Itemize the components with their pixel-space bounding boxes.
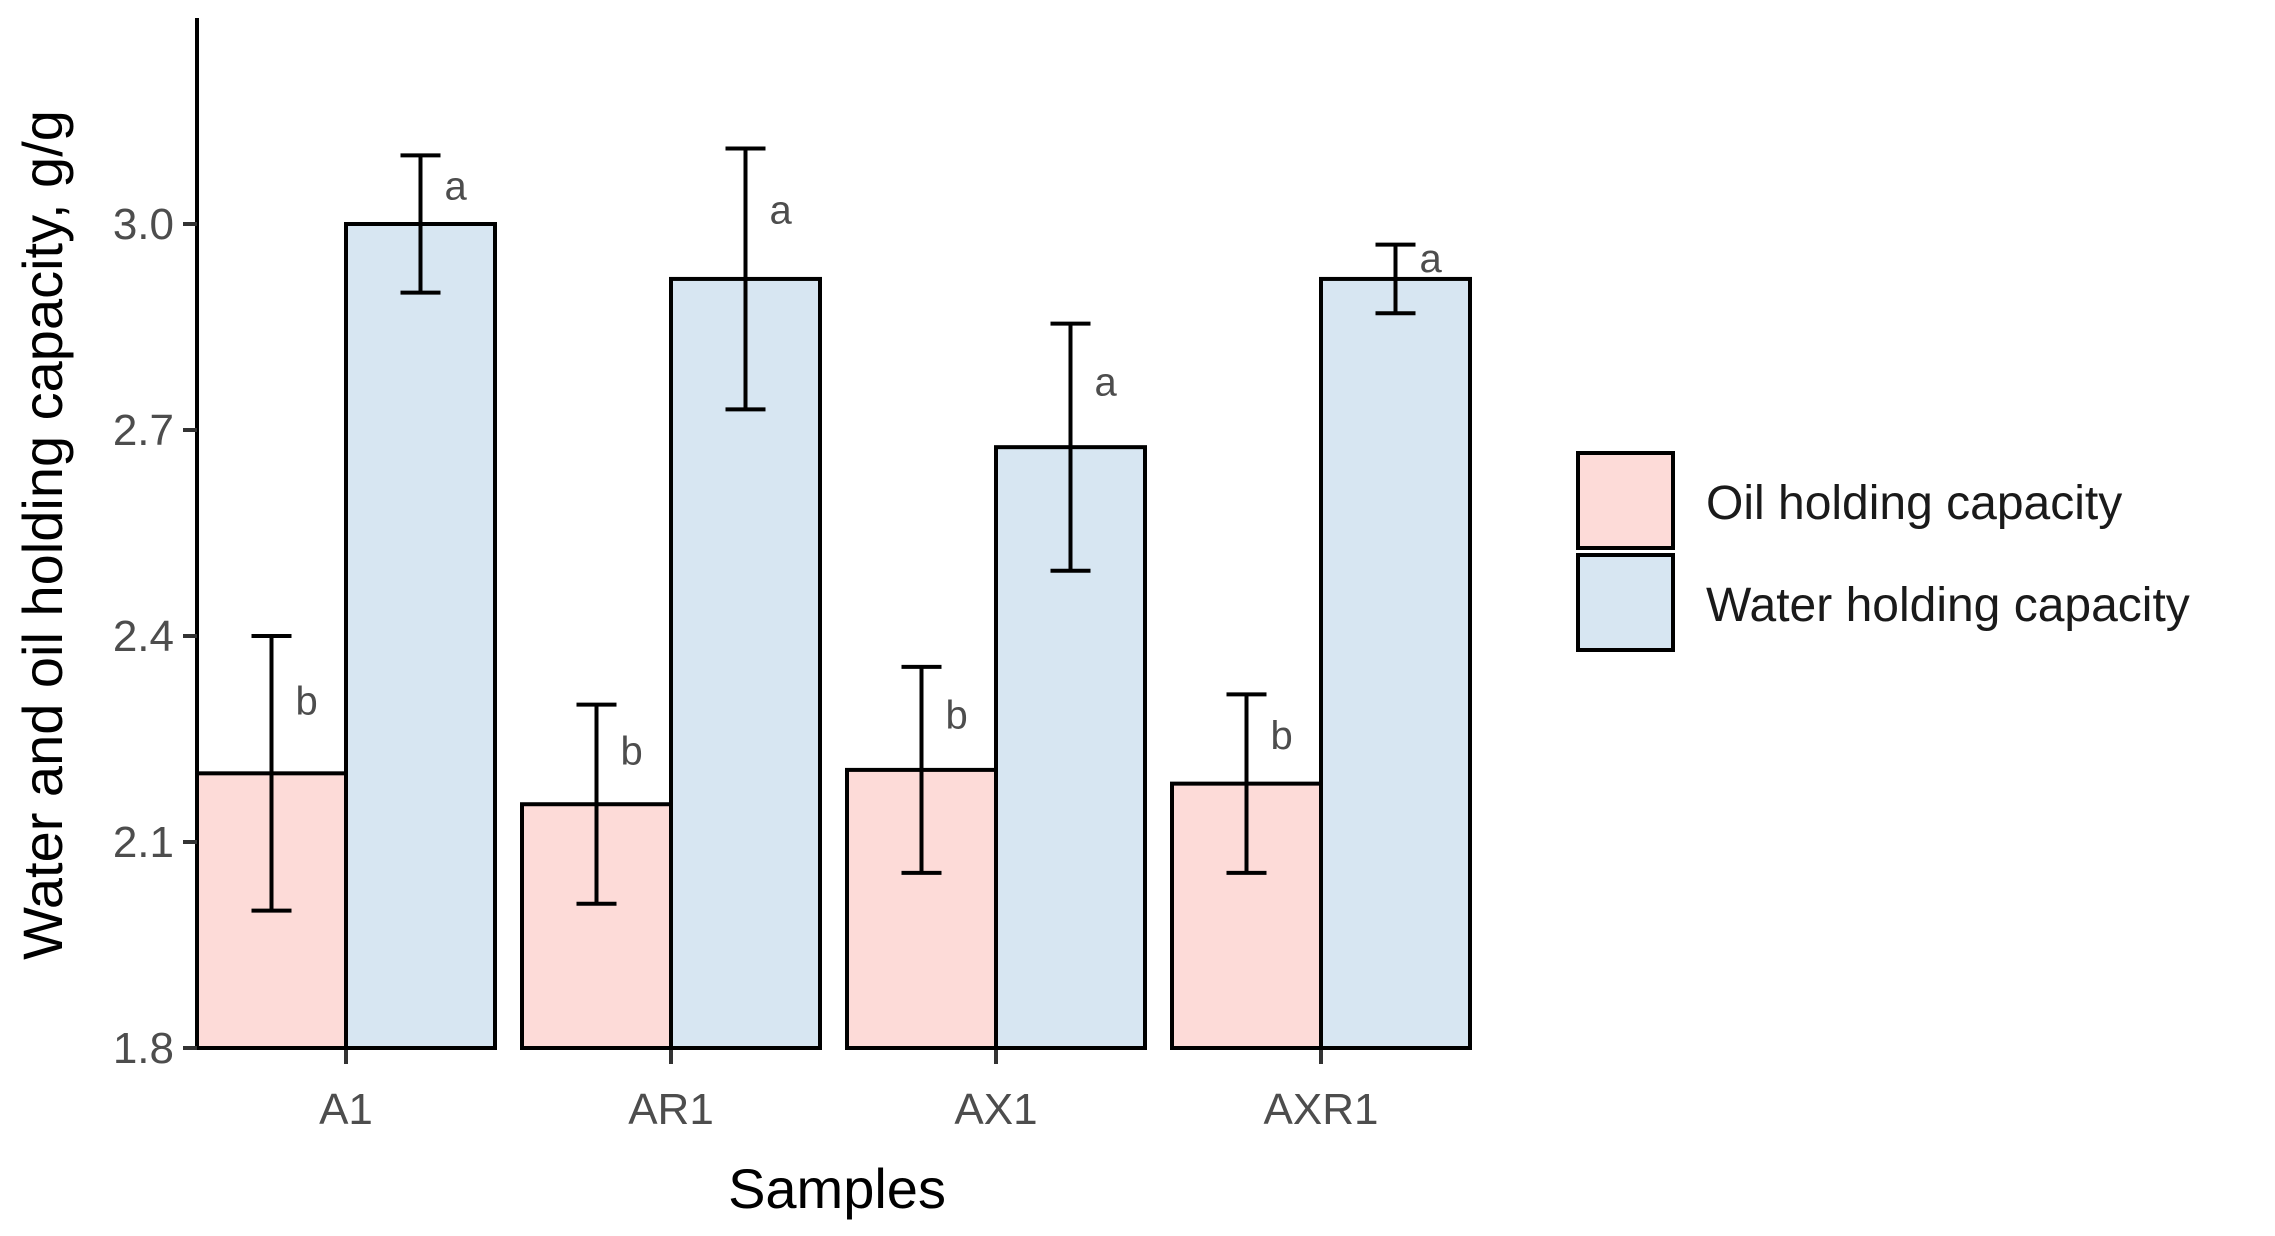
x-tick-label-ax1: AX1 xyxy=(954,1085,1037,1134)
y-ticks-layer: 1.8 2.1 2.4 2.7 3.0 xyxy=(113,200,197,1073)
x-tick-label-ar1: AR1 xyxy=(628,1085,714,1134)
x-ticks-layer: A1 AR1 AX1 AXR1 xyxy=(319,1050,1378,1134)
legend-key-water xyxy=(1576,553,1675,652)
errorbar-oil-a1 xyxy=(251,634,292,913)
errorbar-water-ar1 xyxy=(725,146,766,412)
errorbar-oil-ax1 xyxy=(901,664,942,875)
significance-label-water-ax1: a xyxy=(1095,360,1118,404)
errorbar-water-a1 xyxy=(400,153,441,295)
legend-label-water: Water holding capacity xyxy=(1706,579,2190,632)
y-tick-label: 2.4 xyxy=(113,612,174,661)
bar-water-axr1 xyxy=(1319,276,1472,1050)
errorbar-water-ax1 xyxy=(1050,321,1091,573)
errorbar-oil-axr1 xyxy=(1226,692,1267,875)
significance-label-water-ar1: a xyxy=(770,189,793,233)
errorbars-layer xyxy=(251,146,1416,913)
significance-labels-layer: b a b a b a b a xyxy=(296,165,1443,774)
significance-label-oil-a1: b xyxy=(296,680,318,724)
y-tick-label: 1.8 xyxy=(113,1024,174,1073)
x-axis-title: Samples xyxy=(728,1157,946,1220)
errorbar-water-axr1 xyxy=(1375,242,1416,316)
legend-key-oil xyxy=(1576,451,1675,550)
bars-layer xyxy=(195,222,1472,1051)
x-tick-label-a1: A1 xyxy=(319,1085,373,1134)
legend-label-oil: Oil holding capacity xyxy=(1706,477,2122,530)
bar-water-ax1 xyxy=(994,445,1147,1050)
significance-label-oil-ar1: b xyxy=(621,729,643,773)
significance-label-water-a1: a xyxy=(445,165,468,209)
x-tick-label-axr1: AXR1 xyxy=(1264,1085,1379,1134)
bar-water-a1 xyxy=(344,222,497,1050)
y-tick-label: 3.0 xyxy=(113,200,174,249)
legend: Oil holding capacity Water holding capac… xyxy=(1576,451,2190,652)
errorbar-oil-ar1 xyxy=(576,702,617,906)
y-tick-label: 2.1 xyxy=(113,818,174,867)
significance-label-oil-axr1: b xyxy=(1271,714,1293,758)
y-tick-label: 2.7 xyxy=(113,406,174,455)
significance-label-water-axr1: a xyxy=(1420,237,1443,281)
y-axis-title: Water and oil holding capacity, g/g xyxy=(11,110,74,960)
significance-label-oil-ax1: b xyxy=(946,693,968,737)
